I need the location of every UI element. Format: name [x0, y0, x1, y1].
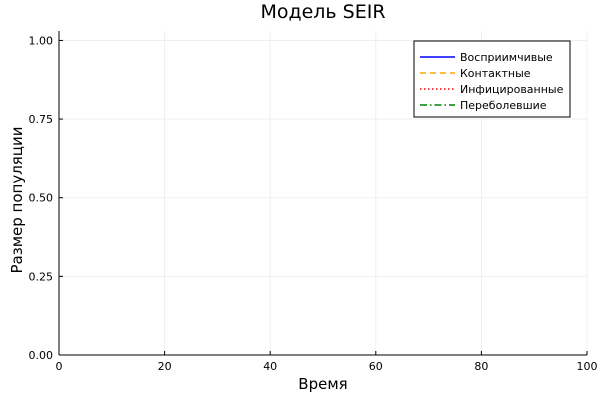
y-tick-label: 0.25 [29, 270, 54, 283]
x-tick-label: 100 [577, 360, 598, 373]
y-tick-label: 1.00 [29, 34, 54, 47]
x-tick-label: 40 [263, 360, 277, 373]
x-tick-label: 0 [56, 360, 63, 373]
y-ticks: 0.00 0.25 0.50 0.75 1.00 [29, 34, 63, 362]
legend-label: Восприимчивые [460, 51, 553, 64]
y-tick-label: 0.50 [29, 192, 54, 205]
y-tick-label: 0.75 [29, 113, 54, 126]
axes [58, 31, 587, 356]
x-axis-label: Время [298, 375, 347, 393]
legend-label: Переболевшие [460, 99, 547, 112]
legend: Восприимчивые Контактные Инфицированные Пер… [413, 40, 571, 118]
y-tick-label: 0.00 [29, 349, 54, 362]
x-ticks: 0 20 40 60 80 100 [56, 351, 598, 373]
x-tick-label: 60 [369, 360, 383, 373]
y-axis-label: Размер популяции [8, 126, 26, 273]
legend-label: Контактные [460, 67, 531, 80]
x-tick-label: 80 [474, 360, 488, 373]
x-tick-label: 20 [158, 360, 172, 373]
chart-title: Модель SEIR [260, 1, 385, 23]
legend-label: Инфицированные [460, 83, 564, 96]
